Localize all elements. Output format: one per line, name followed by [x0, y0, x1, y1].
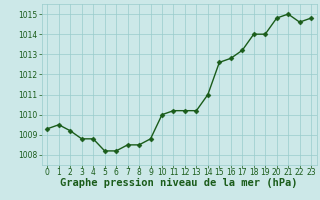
X-axis label: Graphe pression niveau de la mer (hPa): Graphe pression niveau de la mer (hPa)	[60, 178, 298, 188]
